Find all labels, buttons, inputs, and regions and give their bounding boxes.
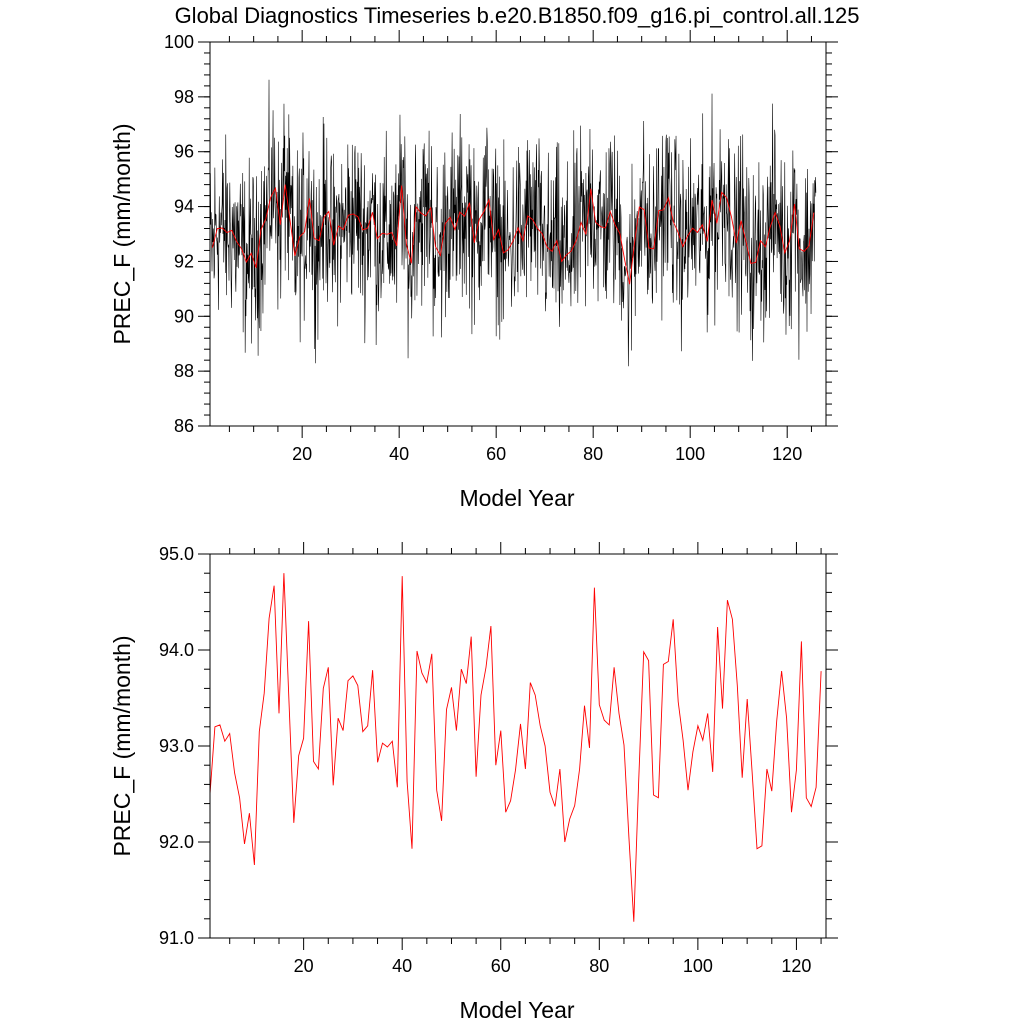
bottom-y-axis-label: PREC_F (mm/month) — [109, 635, 135, 856]
bottom-x-axis-label: Model Year — [459, 997, 574, 1023]
bottom-plot-frame — [209, 553, 827, 939]
top-annual-series — [211, 184, 815, 285]
bottom-panel: 20 40 60 80 100 120 91.0 92.0 93.0 94.0 95.0 Model… — [109, 542, 838, 1023]
top-tick-labels: 20 40 60 80 100 120 86 88 90 92 94 96 98 100 — [164, 32, 802, 464]
y-tick-label: 94 — [174, 197, 194, 217]
annual-mean-line — [209, 573, 822, 922]
x-tick-label: 40 — [392, 956, 412, 976]
top-y-axis-label: PREC_F (mm/month) — [109, 123, 135, 344]
x-tick-label: 20 — [292, 444, 312, 464]
top-ticks — [198, 30, 838, 438]
x-tick-label: 100 — [683, 956, 713, 976]
annual-mean-line — [211, 184, 815, 285]
bottom-ticks — [198, 542, 838, 950]
bottom-annual-series — [209, 573, 822, 922]
y-tick-label: 96 — [174, 142, 194, 162]
top-x-axis-label: Model Year — [459, 485, 574, 511]
x-tick-label: 80 — [583, 444, 603, 464]
y-tick-label: 94.0 — [159, 640, 194, 660]
x-tick-label: 60 — [486, 444, 506, 464]
monthly-line — [209, 79, 817, 367]
top-panel: 20 40 60 80 100 120 86 88 90 92 94 96 98 100 Model Ye… — [109, 30, 838, 511]
x-tick-label: 120 — [772, 444, 802, 464]
chart-title: Global Diagnostics Timeseries b.e20.B185… — [175, 3, 860, 28]
y-tick-label: 92.0 — [159, 832, 194, 852]
y-tick-label: 95.0 — [159, 544, 194, 564]
top-plot-frame — [209, 41, 827, 427]
top-monthly-series — [209, 79, 817, 367]
y-tick-label: 92 — [174, 251, 194, 271]
x-tick-label: 80 — [589, 956, 609, 976]
x-tick-label: 40 — [389, 444, 409, 464]
y-tick-label: 88 — [174, 361, 194, 381]
y-tick-label: 93.0 — [159, 736, 194, 756]
y-tick-label: 86 — [174, 416, 194, 436]
y-tick-label: 98 — [174, 87, 194, 107]
x-tick-label: 120 — [781, 956, 811, 976]
x-tick-label: 60 — [491, 956, 511, 976]
bottom-tick-labels: 20 40 60 80 100 120 91.0 92.0 93.0 94.0 95.0 — [159, 544, 812, 976]
x-tick-label: 100 — [675, 444, 705, 464]
y-tick-label: 100 — [164, 32, 194, 52]
y-tick-label: 91.0 — [159, 928, 194, 948]
y-tick-label: 90 — [174, 306, 194, 326]
x-tick-label: 20 — [294, 956, 314, 976]
